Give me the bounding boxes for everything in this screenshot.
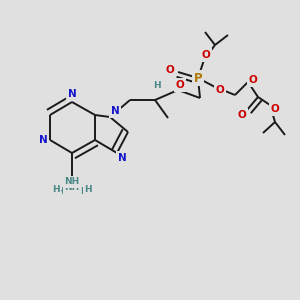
Text: H: H [84, 184, 92, 194]
Text: P: P [194, 71, 202, 85]
Text: NH: NH [64, 178, 80, 187]
Text: N: N [39, 135, 47, 145]
Text: O: O [238, 110, 246, 120]
Text: N: N [118, 153, 126, 163]
Text: H: H [52, 184, 60, 194]
Text: O: O [176, 80, 184, 90]
Text: N: N [111, 106, 119, 116]
Text: O: O [166, 65, 174, 75]
Text: N: N [68, 89, 76, 99]
Text: O: O [216, 85, 224, 95]
Text: H: H [56, 188, 64, 196]
Text: O: O [249, 75, 257, 85]
Text: O: O [271, 104, 279, 114]
Text: H: H [153, 80, 161, 89]
Text: H: H [80, 188, 88, 196]
Text: O: O [202, 50, 210, 60]
Text: NH: NH [64, 184, 80, 193]
